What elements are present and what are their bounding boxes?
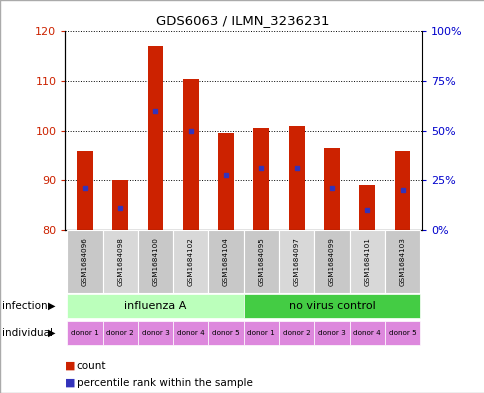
Text: donor 3: donor 3 [141,330,169,336]
Bar [278,230,314,293]
Text: donor 2: donor 2 [282,330,310,336]
Text: donor 4: donor 4 [353,330,380,336]
Bar [384,230,419,293]
Text: influenza A: influenza A [124,301,186,311]
Bar [243,294,419,318]
Text: donor 2: donor 2 [106,330,134,336]
Text: GSM1684097: GSM1684097 [293,237,299,286]
Text: GSM1684098: GSM1684098 [117,237,123,286]
Bar [314,321,349,345]
Bar [67,294,243,318]
Bar [349,230,384,293]
Text: donor 1: donor 1 [247,330,274,336]
Text: GSM1684099: GSM1684099 [328,237,334,286]
Bar [102,321,137,345]
Bar [288,126,304,230]
Bar [137,230,173,293]
Text: GSM1684102: GSM1684102 [187,237,194,286]
Bar [394,151,409,230]
Bar [208,230,243,293]
Text: ▶: ▶ [47,301,55,311]
Bar [208,321,243,345]
Text: donor 5: donor 5 [212,330,240,336]
Text: no virus control: no virus control [288,301,375,311]
Text: individual: individual [2,328,53,338]
Text: GSM1684104: GSM1684104 [223,237,228,286]
Text: GSM1684095: GSM1684095 [258,237,264,286]
Text: GDS6063 / ILMN_3236231: GDS6063 / ILMN_3236231 [155,14,329,27]
Text: donor 1: donor 1 [71,330,99,336]
Text: ▶: ▶ [47,328,55,338]
Text: GSM1684101: GSM1684101 [363,237,369,286]
Bar [314,230,349,293]
Bar [243,321,278,345]
Bar [359,185,375,230]
Text: donor 4: donor 4 [177,330,204,336]
Bar [112,180,128,230]
Bar [67,321,102,345]
Text: count: count [76,361,106,371]
Bar [77,151,92,230]
Text: GSM1684100: GSM1684100 [152,237,158,286]
Bar [67,230,102,293]
Bar [173,321,208,345]
Bar [349,321,384,345]
Text: percentile rank within the sample: percentile rank within the sample [76,378,252,388]
Text: ■: ■ [65,361,76,371]
Bar [323,148,339,230]
Bar [278,321,314,345]
Bar [182,79,198,230]
Bar [243,230,278,293]
Bar [147,46,163,230]
Bar [173,230,208,293]
Text: donor 5: donor 5 [388,330,416,336]
Text: infection: infection [2,301,48,311]
Bar [137,321,173,345]
Text: donor 3: donor 3 [318,330,345,336]
Text: GSM1684103: GSM1684103 [399,237,405,286]
Text: GSM1684096: GSM1684096 [82,237,88,286]
Bar [102,230,137,293]
Bar [218,133,233,230]
Bar [253,128,269,230]
Bar [384,321,419,345]
Text: ■: ■ [65,378,76,388]
